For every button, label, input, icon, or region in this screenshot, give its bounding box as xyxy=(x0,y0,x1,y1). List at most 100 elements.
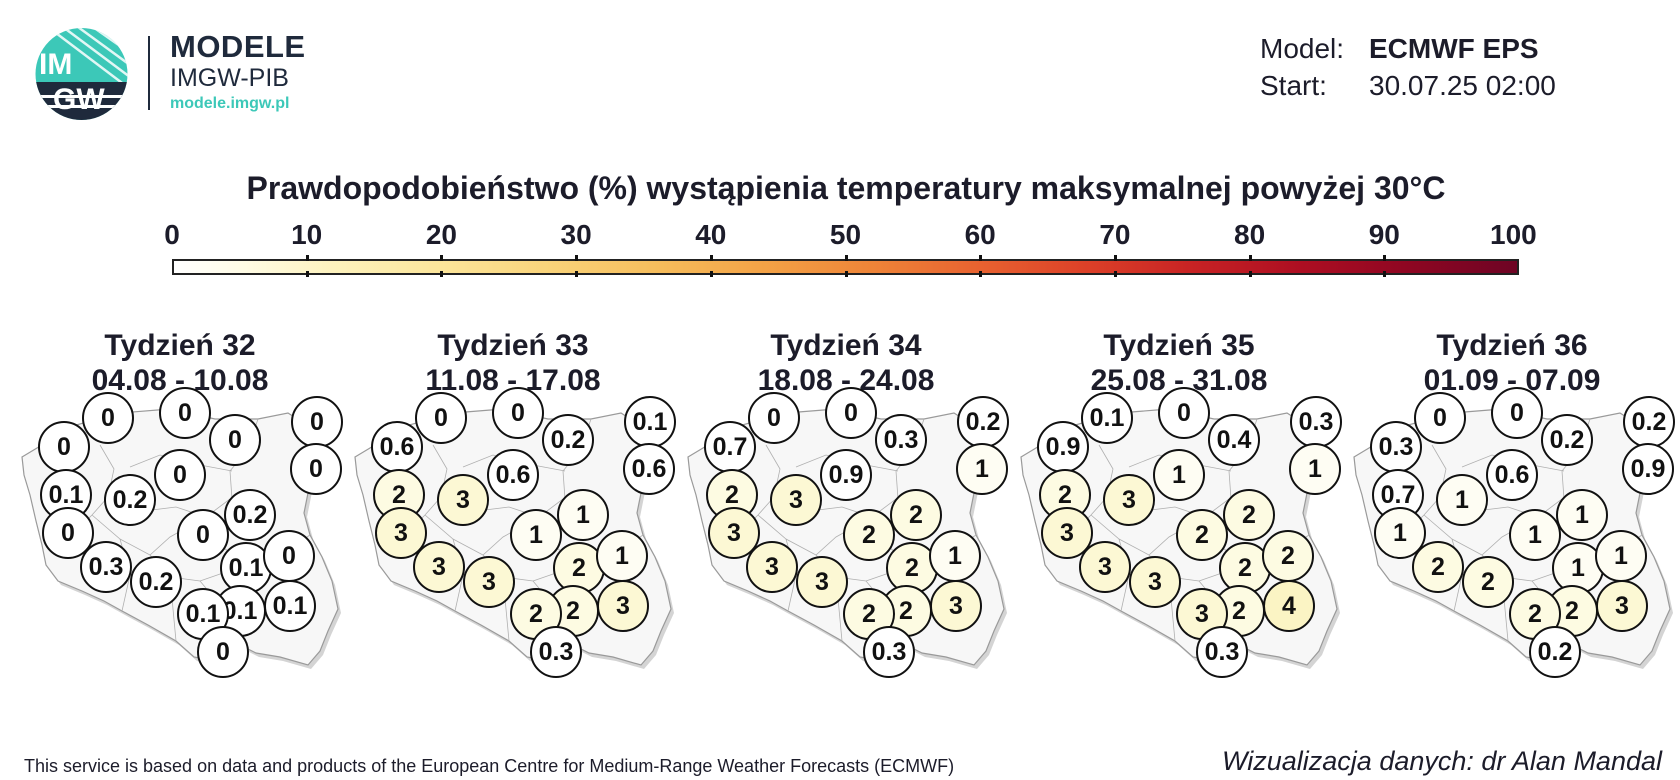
probability-value: 0.3 xyxy=(80,541,132,593)
probability-value: 0 xyxy=(82,392,134,444)
start-label: Start: xyxy=(1260,70,1327,101)
probability-value: 0.3 xyxy=(1196,626,1248,678)
probability-value: 0.2 xyxy=(104,474,156,526)
probability-value: 0.2 xyxy=(1623,396,1675,448)
probability-value: 0.2 xyxy=(957,396,1009,448)
probability-value: 0 xyxy=(209,414,261,466)
colorbar-tick-label: 90 xyxy=(1368,219,1400,250)
probability-value: 1 xyxy=(596,530,648,582)
probability-value: 0 xyxy=(748,392,800,444)
probability-value: 3 xyxy=(413,541,465,593)
colorbar-tick xyxy=(305,255,309,277)
probability-value: 0 xyxy=(1414,392,1466,444)
poland-map: 0 0 0.3 0.2 0.2 0.6 0.9 0.7 1 1 1 1 2 1 1 2 2 2 3 0.2 xyxy=(1342,387,1680,725)
probability-value: 0.6 xyxy=(623,443,675,495)
imgw-logo: IM GW xyxy=(35,28,128,120)
probability-value: 0.2 xyxy=(130,556,182,608)
probability-value: 0 xyxy=(492,387,544,439)
probability-value: 1 xyxy=(956,443,1008,495)
probability-value: 1 xyxy=(929,530,981,582)
colorbar-tick xyxy=(1248,255,1252,277)
colorbar-tick xyxy=(979,255,983,277)
week-header: Tydzień 34 18.08 - 24.08 xyxy=(696,328,996,398)
logo-url[interactable]: modele.imgw.pl xyxy=(170,95,290,112)
colorbar-tick xyxy=(1113,255,1117,277)
footer-note: This service is based on data and produc… xyxy=(24,756,955,776)
model-value: ECMWF EPS xyxy=(1369,33,1539,64)
probability-value: 0 xyxy=(291,396,343,448)
probability-value: 1 xyxy=(1595,530,1647,582)
probability-value: 0.2 xyxy=(1529,626,1581,678)
colorbar-tick-label: 70 xyxy=(1099,219,1131,250)
colorbar-tick xyxy=(844,255,848,277)
logo-emblem-bottom: GW xyxy=(53,83,105,116)
colorbar-tick-label: 80 xyxy=(1234,219,1266,250)
probability-value: 1 xyxy=(510,509,562,561)
colorbar-tick-label: 0 xyxy=(164,219,180,250)
probability-value: 0.2 xyxy=(224,489,276,541)
probability-value: 0.4 xyxy=(1208,414,1260,466)
probability-value: 0 xyxy=(263,530,315,582)
probability-value: 0 xyxy=(1491,387,1543,439)
probability-value: 3 xyxy=(463,556,515,608)
colorbar-tick-label: 100 xyxy=(1490,219,1537,250)
probability-value: 1 xyxy=(557,489,609,541)
probability-value: 2 xyxy=(1412,541,1464,593)
poland-map: 0 0 0.7 0.3 0.2 0.9 1 2 3 3 2 2 3 2 1 3 2 2 3 0.3 xyxy=(676,387,1016,725)
probability-value: 3 xyxy=(1079,541,1131,593)
probability-value: 0.6 xyxy=(1486,449,1538,501)
probability-value: 0.3 xyxy=(1370,421,1422,473)
week-label: Tydzień 34 xyxy=(770,329,922,362)
probability-value: 0.2 xyxy=(1541,414,1593,466)
probability-value: 0.7 xyxy=(704,421,756,473)
poland-map: 0.1 0 0.9 0.4 0.3 1 1 2 3 3 2 2 3 2 2 3 2 3 4 0.3 xyxy=(1009,387,1349,725)
colorbar-tick xyxy=(440,255,444,277)
logo-separator xyxy=(148,36,150,110)
probability-value: 4 xyxy=(1263,580,1315,632)
probability-value: 0 xyxy=(197,626,249,678)
probability-value: 0 xyxy=(177,509,229,561)
poland-map: 0 0 0 0 0 0 0 0.1 0.2 0 0.2 0 0.3 0.1 0 0.2 0.1 0.1 0.1 0 xyxy=(10,387,350,725)
week-label: Tydzień 33 xyxy=(437,329,589,362)
probability-value: 0.6 xyxy=(371,421,423,473)
probability-value: 0 xyxy=(415,392,467,444)
probability-value: 0.9 xyxy=(820,449,872,501)
logo-title: MODELE xyxy=(170,29,306,64)
probability-value: 0 xyxy=(159,387,211,439)
probability-value: 3 xyxy=(437,474,489,526)
probability-value: 0.2 xyxy=(542,414,594,466)
probability-value: 0.9 xyxy=(1037,421,1089,473)
colorbar-tick-label: 10 xyxy=(291,219,323,250)
probability-value: 1 xyxy=(1153,449,1205,501)
colorbar-tick-label: 40 xyxy=(695,219,727,250)
probability-value: 0 xyxy=(290,443,342,495)
probability-value: 0.6 xyxy=(487,449,539,501)
week-header: Tydzień 33 11.08 - 17.08 xyxy=(363,328,663,398)
probability-value: 1 xyxy=(1289,443,1341,495)
probability-value: 3 xyxy=(930,580,982,632)
probability-value: 2 xyxy=(1176,509,1228,561)
probability-value: 2 xyxy=(890,489,942,541)
probability-value: 1 xyxy=(1556,489,1608,541)
probability-value: 0.9 xyxy=(1622,443,1674,495)
probability-value: 0.1 xyxy=(624,396,676,448)
probability-value: 0.1 xyxy=(177,588,229,640)
probability-value: 3 xyxy=(770,474,822,526)
logo-emblem-top: IM xyxy=(39,48,72,81)
probability-value: 2 xyxy=(843,509,895,561)
colorbar-tick-label: 50 xyxy=(829,219,862,250)
probability-value: 3 xyxy=(597,580,649,632)
colorbar-tick xyxy=(709,255,713,277)
probability-value: 0.3 xyxy=(875,414,927,466)
probability-value: 2 xyxy=(1262,530,1314,582)
colorbar-tick xyxy=(1383,255,1387,277)
colorbar-tick-label: 20 xyxy=(425,219,457,250)
colorbar-tick xyxy=(575,255,579,277)
probability-value: 0 xyxy=(154,449,206,501)
week-label: Tydzień 35 xyxy=(1103,329,1255,362)
colorbar-tick-label: 60 xyxy=(964,219,996,250)
start-value: 30.07.25 02:00 xyxy=(1369,70,1556,101)
map-title: Prawdopodobieństwo (%) wystąpienia tempe… xyxy=(246,170,1446,206)
probability-value: 1 xyxy=(1509,509,1561,561)
probability-value: 0.3 xyxy=(863,626,915,678)
